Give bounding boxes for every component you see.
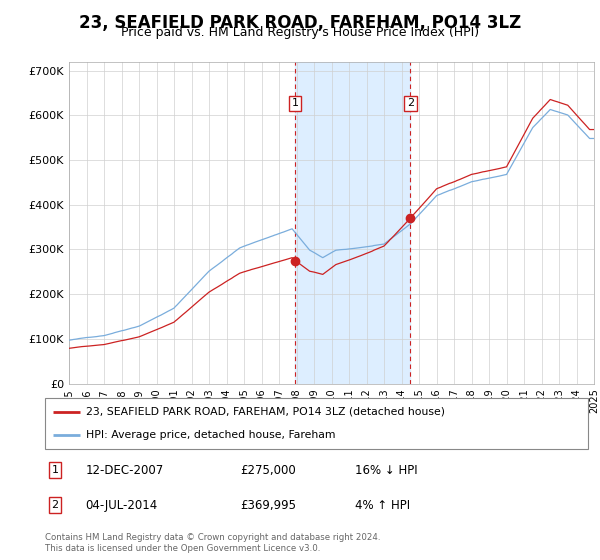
Text: 12-DEC-2007: 12-DEC-2007 [86,464,164,477]
Text: 1: 1 [52,465,59,475]
Text: Price paid vs. HM Land Registry's House Price Index (HPI): Price paid vs. HM Land Registry's House … [121,26,479,39]
Text: 4% ↑ HPI: 4% ↑ HPI [355,498,410,511]
Text: 23, SEAFIELD PARK ROAD, FAREHAM, PO14 3LZ (detached house): 23, SEAFIELD PARK ROAD, FAREHAM, PO14 3L… [86,407,445,417]
Text: £369,995: £369,995 [241,498,296,511]
Text: Contains HM Land Registry data © Crown copyright and database right 2024.
This d: Contains HM Land Registry data © Crown c… [45,533,380,553]
Text: £275,000: £275,000 [241,464,296,477]
FancyBboxPatch shape [45,398,588,449]
Text: 2: 2 [407,99,414,109]
Bar [295,62,410,384]
Text: 1: 1 [292,99,299,109]
Text: 16% ↓ HPI: 16% ↓ HPI [355,464,417,477]
Text: 04-JUL-2014: 04-JUL-2014 [86,498,158,511]
Text: 2: 2 [52,500,59,510]
Text: 23, SEAFIELD PARK ROAD, FAREHAM, PO14 3LZ: 23, SEAFIELD PARK ROAD, FAREHAM, PO14 3L… [79,14,521,32]
Text: HPI: Average price, detached house, Fareham: HPI: Average price, detached house, Fare… [86,430,335,440]
